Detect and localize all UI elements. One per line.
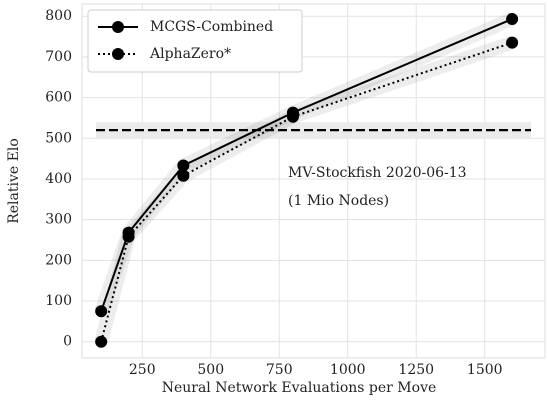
- marker: [122, 230, 135, 243]
- reference-label: MV-Stockfish 2020-06-13: [288, 165, 467, 181]
- reference-label: (1 Mio Nodes): [288, 193, 389, 209]
- marker: [95, 305, 108, 318]
- legend-box: [87, 9, 303, 73]
- reference-band: [96, 122, 531, 139]
- legend-label: MCGS-Combined: [150, 19, 273, 35]
- x-tick-label: 750: [266, 362, 293, 378]
- x-tick-label: 1250: [398, 362, 434, 378]
- y-tick-label: 800: [45, 8, 72, 24]
- x-axis-label: Neural Network Evaluations per Move: [162, 380, 437, 396]
- marker: [177, 169, 190, 182]
- y-tick-label: 300: [45, 212, 72, 228]
- y-axis-label: Relative Elo: [6, 138, 22, 224]
- marker: [506, 13, 519, 26]
- y-tick-label: 600: [45, 90, 72, 106]
- x-tick-label: 500: [197, 362, 224, 378]
- legend-label: AlphaZero*: [149, 46, 231, 62]
- y-tick-label: 100: [45, 293, 72, 309]
- legend-marker: [112, 48, 124, 60]
- x-tick-label: 1500: [467, 362, 503, 378]
- marker: [506, 36, 519, 49]
- x-tick-label: 1000: [330, 362, 366, 378]
- marker: [95, 335, 108, 348]
- y-tick-label: 0: [63, 334, 72, 350]
- legend-marker: [112, 21, 124, 33]
- y-tick-label: 400: [45, 171, 72, 187]
- x-tick-label: 250: [129, 362, 156, 378]
- y-tick-label: 500: [45, 130, 72, 146]
- marker: [286, 110, 299, 123]
- y-tick-label: 700: [45, 49, 72, 65]
- y-tick-label: 200: [45, 252, 72, 268]
- marker: [177, 159, 190, 172]
